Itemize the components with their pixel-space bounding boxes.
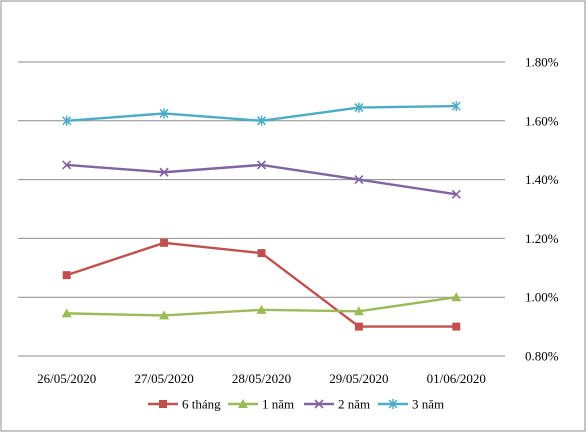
data-point — [61, 308, 72, 318]
x-tick-label: 27/05/2020 — [134, 371, 193, 386]
data-point — [451, 189, 461, 199]
legend-label: 1 năm — [262, 397, 294, 412]
data-point — [62, 160, 72, 170]
legend-label: 2 năm — [338, 397, 370, 412]
legend-marker — [388, 399, 398, 409]
data-point — [160, 238, 169, 247]
legend-item: 2 năm — [304, 397, 370, 412]
legend-item: 3 năm — [378, 397, 444, 412]
legend-item: 6 tháng — [148, 397, 221, 412]
series-group — [61, 101, 462, 331]
data-point — [159, 310, 170, 320]
data-point — [256, 160, 267, 170]
data-point — [354, 322, 363, 331]
data-point — [62, 271, 71, 280]
y-tick-label: 1.00% — [525, 290, 559, 305]
legend-marker — [238, 399, 248, 408]
legend-marker — [314, 399, 324, 409]
data-point — [159, 108, 169, 119]
series-3 — [62, 101, 461, 126]
data-point — [451, 292, 462, 302]
x-tick-label: 29/05/2020 — [329, 371, 388, 386]
data-point — [353, 306, 364, 316]
x-tick-label: 28/05/2020 — [232, 371, 291, 386]
legend-item: 1 năm — [228, 397, 294, 412]
data-point — [62, 115, 72, 126]
legend-label: 3 năm — [412, 397, 444, 412]
series-2 — [62, 160, 461, 199]
y-tick-label: 1.40% — [525, 172, 559, 187]
x-axis-ticks: 26/05/2020 27/05/2020 28/05/2020 29/05/2020… — [37, 371, 486, 386]
data-point — [451, 101, 461, 112]
legend-label: 6 tháng — [182, 397, 221, 412]
data-point — [159, 167, 169, 177]
data-point — [257, 249, 266, 258]
y-tick-label: 1.20% — [525, 231, 559, 246]
series-1 — [61, 292, 462, 320]
data-point — [452, 322, 461, 331]
y-tick-label: 0.80% — [525, 349, 559, 364]
y-tick-label: 1.60% — [525, 113, 559, 128]
y-tick-label: 1.80% — [525, 55, 559, 70]
data-point — [354, 102, 364, 113]
legend: 6 tháng 1 năm 2 năm 3 năm — [148, 397, 444, 412]
data-point — [354, 175, 364, 185]
data-point — [256, 304, 267, 314]
data-point — [256, 115, 267, 126]
x-tick-label: 01/06/2020 — [427, 371, 486, 386]
legend-marker — [159, 400, 167, 408]
y-axis-ticks: 0.80% 1.00% 1.20% 1.40% 1.60% 1.80% — [525, 55, 559, 364]
x-tick-label: 26/05/2020 — [37, 371, 96, 386]
series-0 — [62, 238, 461, 331]
